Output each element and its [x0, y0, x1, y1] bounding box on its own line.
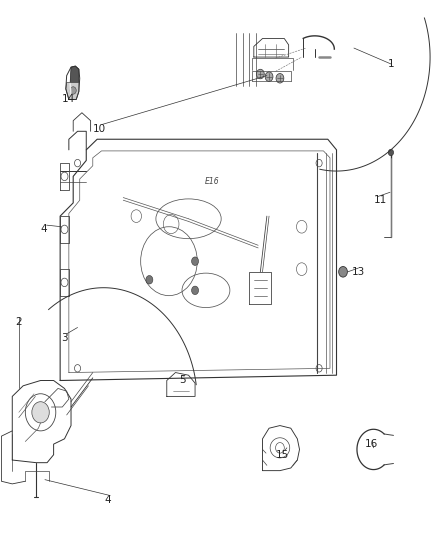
Polygon shape [70, 66, 79, 83]
Text: 3: 3 [61, 333, 68, 343]
Circle shape [256, 69, 264, 79]
Text: 11: 11 [374, 195, 387, 205]
Circle shape [32, 402, 49, 423]
Circle shape [146, 276, 153, 284]
Text: 2: 2 [15, 317, 22, 327]
Circle shape [339, 266, 347, 277]
Polygon shape [66, 83, 79, 100]
Text: 16: 16 [365, 439, 378, 449]
Text: 14: 14 [62, 94, 75, 104]
Text: E16: E16 [205, 177, 220, 186]
Text: 13: 13 [352, 267, 365, 277]
Text: 1: 1 [388, 59, 394, 69]
Text: 5: 5 [179, 375, 185, 385]
Circle shape [276, 74, 284, 83]
Text: 10: 10 [93, 124, 106, 134]
Circle shape [389, 149, 393, 156]
Circle shape [191, 257, 198, 265]
Circle shape [191, 286, 198, 295]
Text: 15: 15 [276, 450, 289, 460]
Circle shape [70, 87, 76, 94]
Text: 4: 4 [105, 495, 111, 505]
Circle shape [265, 72, 273, 82]
Text: 4: 4 [41, 224, 47, 235]
